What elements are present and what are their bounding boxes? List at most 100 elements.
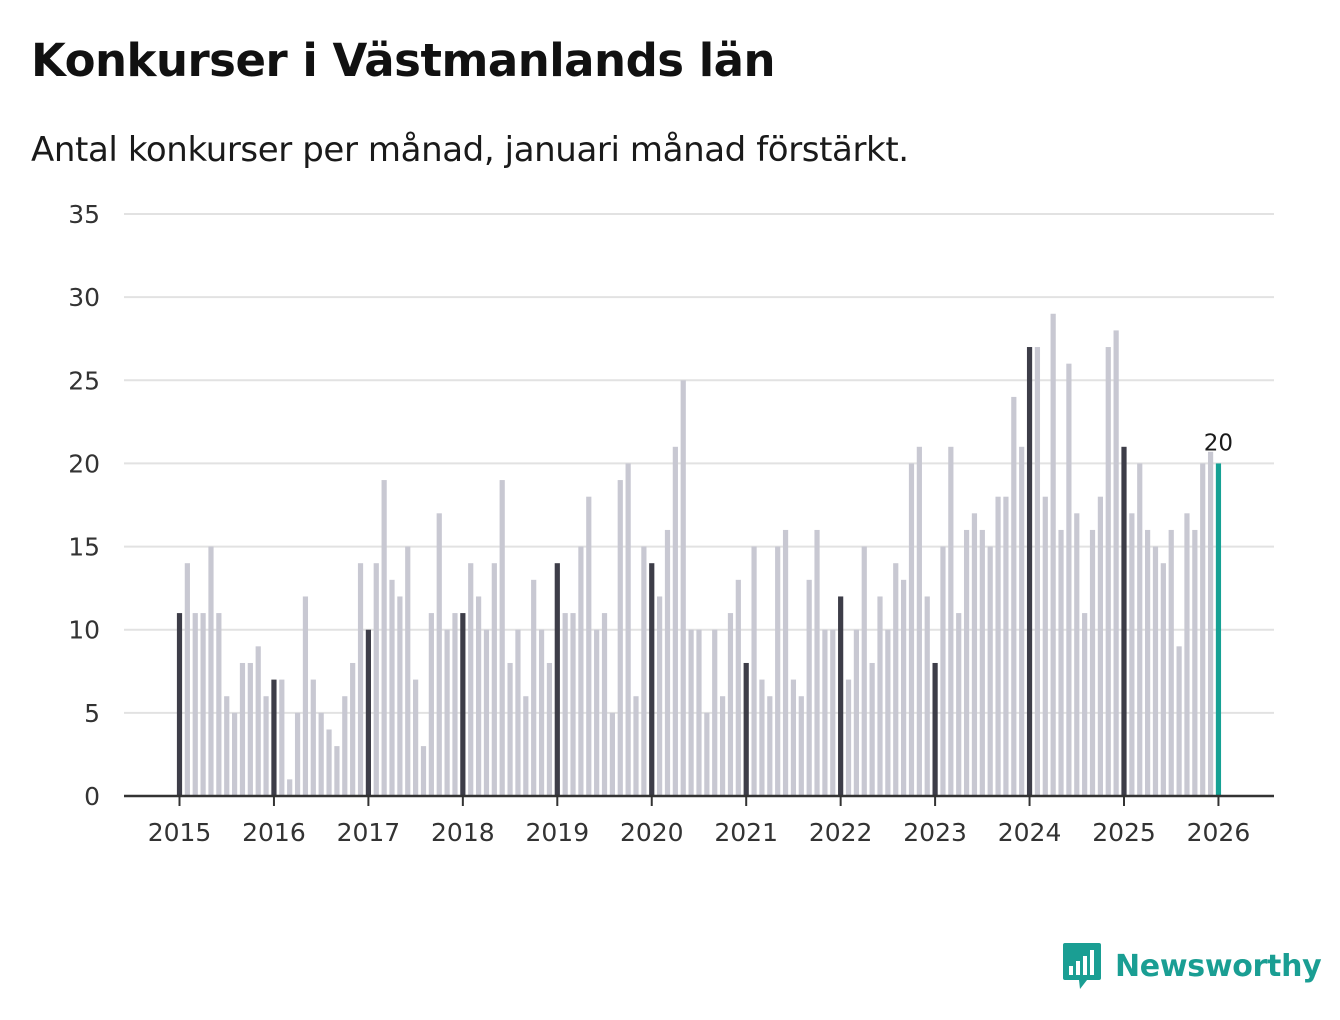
bar-january [838,596,844,796]
data-label: 20 [1204,430,1233,456]
bar [885,629,891,796]
bar [908,463,915,796]
bar [389,579,395,796]
bar [1042,496,1048,796]
bar [594,629,600,796]
bar [413,679,419,796]
bar [1050,313,1056,796]
bar [979,529,985,796]
bar [806,579,812,796]
bar [483,629,490,796]
bar [224,696,230,796]
x-tick-label: 2026 [1187,818,1251,847]
bar [664,529,671,796]
bar-january [554,563,560,796]
bar [963,529,970,796]
bar [397,596,403,796]
bar [1066,363,1072,796]
bar [420,746,427,796]
bar [287,779,293,796]
bar [452,613,458,796]
bar [507,662,513,796]
bar [1019,446,1025,796]
bar [727,613,734,796]
bar [192,613,198,796]
bar [531,579,537,796]
x-tick-label: 2018 [431,818,495,847]
bar [200,613,206,796]
bar [247,662,253,796]
bar [672,446,678,796]
bar [436,513,442,796]
bar [523,696,529,796]
x-tick-label: 2019 [525,818,589,847]
bar [1137,463,1143,796]
bar [704,712,710,796]
bar [578,546,584,796]
x-tick-label: 2016 [242,818,306,847]
x-tick-label: 2015 [148,818,212,847]
bar [342,696,348,796]
bar [1074,513,1080,796]
bar [570,613,576,796]
bar [901,579,907,796]
bar [208,546,214,796]
x-tick-label: 2022 [809,818,873,847]
bar [562,613,568,796]
bar-latest [1215,463,1222,796]
bar [956,613,962,796]
y-tick-label: 5 [84,699,100,728]
bar [1168,529,1174,796]
y-tick-label: 35 [68,200,100,229]
x-tick-label: 2023 [903,818,967,847]
bar [381,480,387,796]
bar [1003,496,1009,796]
bar [1105,347,1111,796]
bar-january [176,613,183,796]
bar [1129,513,1135,796]
x-axis-ticks: 2015 2016 2017 2018 2019 2020 2021 2022 2023 2024… [148,796,1251,847]
y-tick-label: 30 [68,283,100,312]
bar [688,629,694,796]
bar [751,546,757,796]
bar [1184,513,1190,796]
bar [735,579,741,796]
bar [617,480,623,796]
annotations: 20 [1204,430,1233,456]
y-tick-label: 0 [84,782,100,811]
bar [995,496,1001,796]
bar [712,629,718,796]
bar [232,712,238,796]
bar [302,596,309,796]
bar [1200,463,1206,796]
y-axis-ticks: 0 5 10 15 20 25 30 35 [68,200,100,811]
bar [893,563,899,796]
newsworthy-logo-icon [1063,943,1101,989]
bar [334,746,340,796]
bar [916,446,922,796]
bar-january [1121,446,1127,796]
bar [719,696,726,796]
bar [877,596,883,796]
bar-january [1026,347,1033,796]
bar [468,563,474,796]
bar [790,679,797,796]
bar [538,629,545,796]
bar-january [743,662,749,796]
bar [798,696,804,796]
bar [657,596,663,796]
bar [475,596,482,796]
bar [853,629,859,796]
bar-january [460,613,466,796]
bar [775,546,781,796]
bar [184,563,190,796]
bar-january [365,629,371,796]
bar [845,679,852,796]
chart-subtitle: Antal konkurser per månad, januari månad… [31,130,909,170]
bar [239,662,246,796]
bar [263,696,269,796]
bar [680,380,686,796]
x-tick-label: 2025 [1092,818,1156,847]
x-tick-label: 2020 [620,818,684,847]
